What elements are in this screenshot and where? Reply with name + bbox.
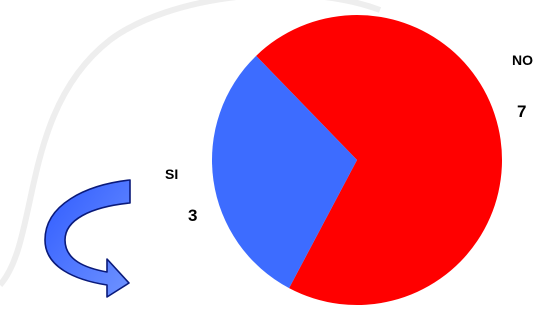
pie-slice-si <box>211 55 357 289</box>
slice-value-no: 7 <box>517 102 527 121</box>
slice-label-si: SI <box>165 166 179 182</box>
curved-arrow-icon <box>44 179 131 298</box>
slice-value-si: 3 <box>188 206 198 225</box>
pie-slice-no <box>256 14 503 305</box>
slice-label-no: NO <box>512 52 533 68</box>
